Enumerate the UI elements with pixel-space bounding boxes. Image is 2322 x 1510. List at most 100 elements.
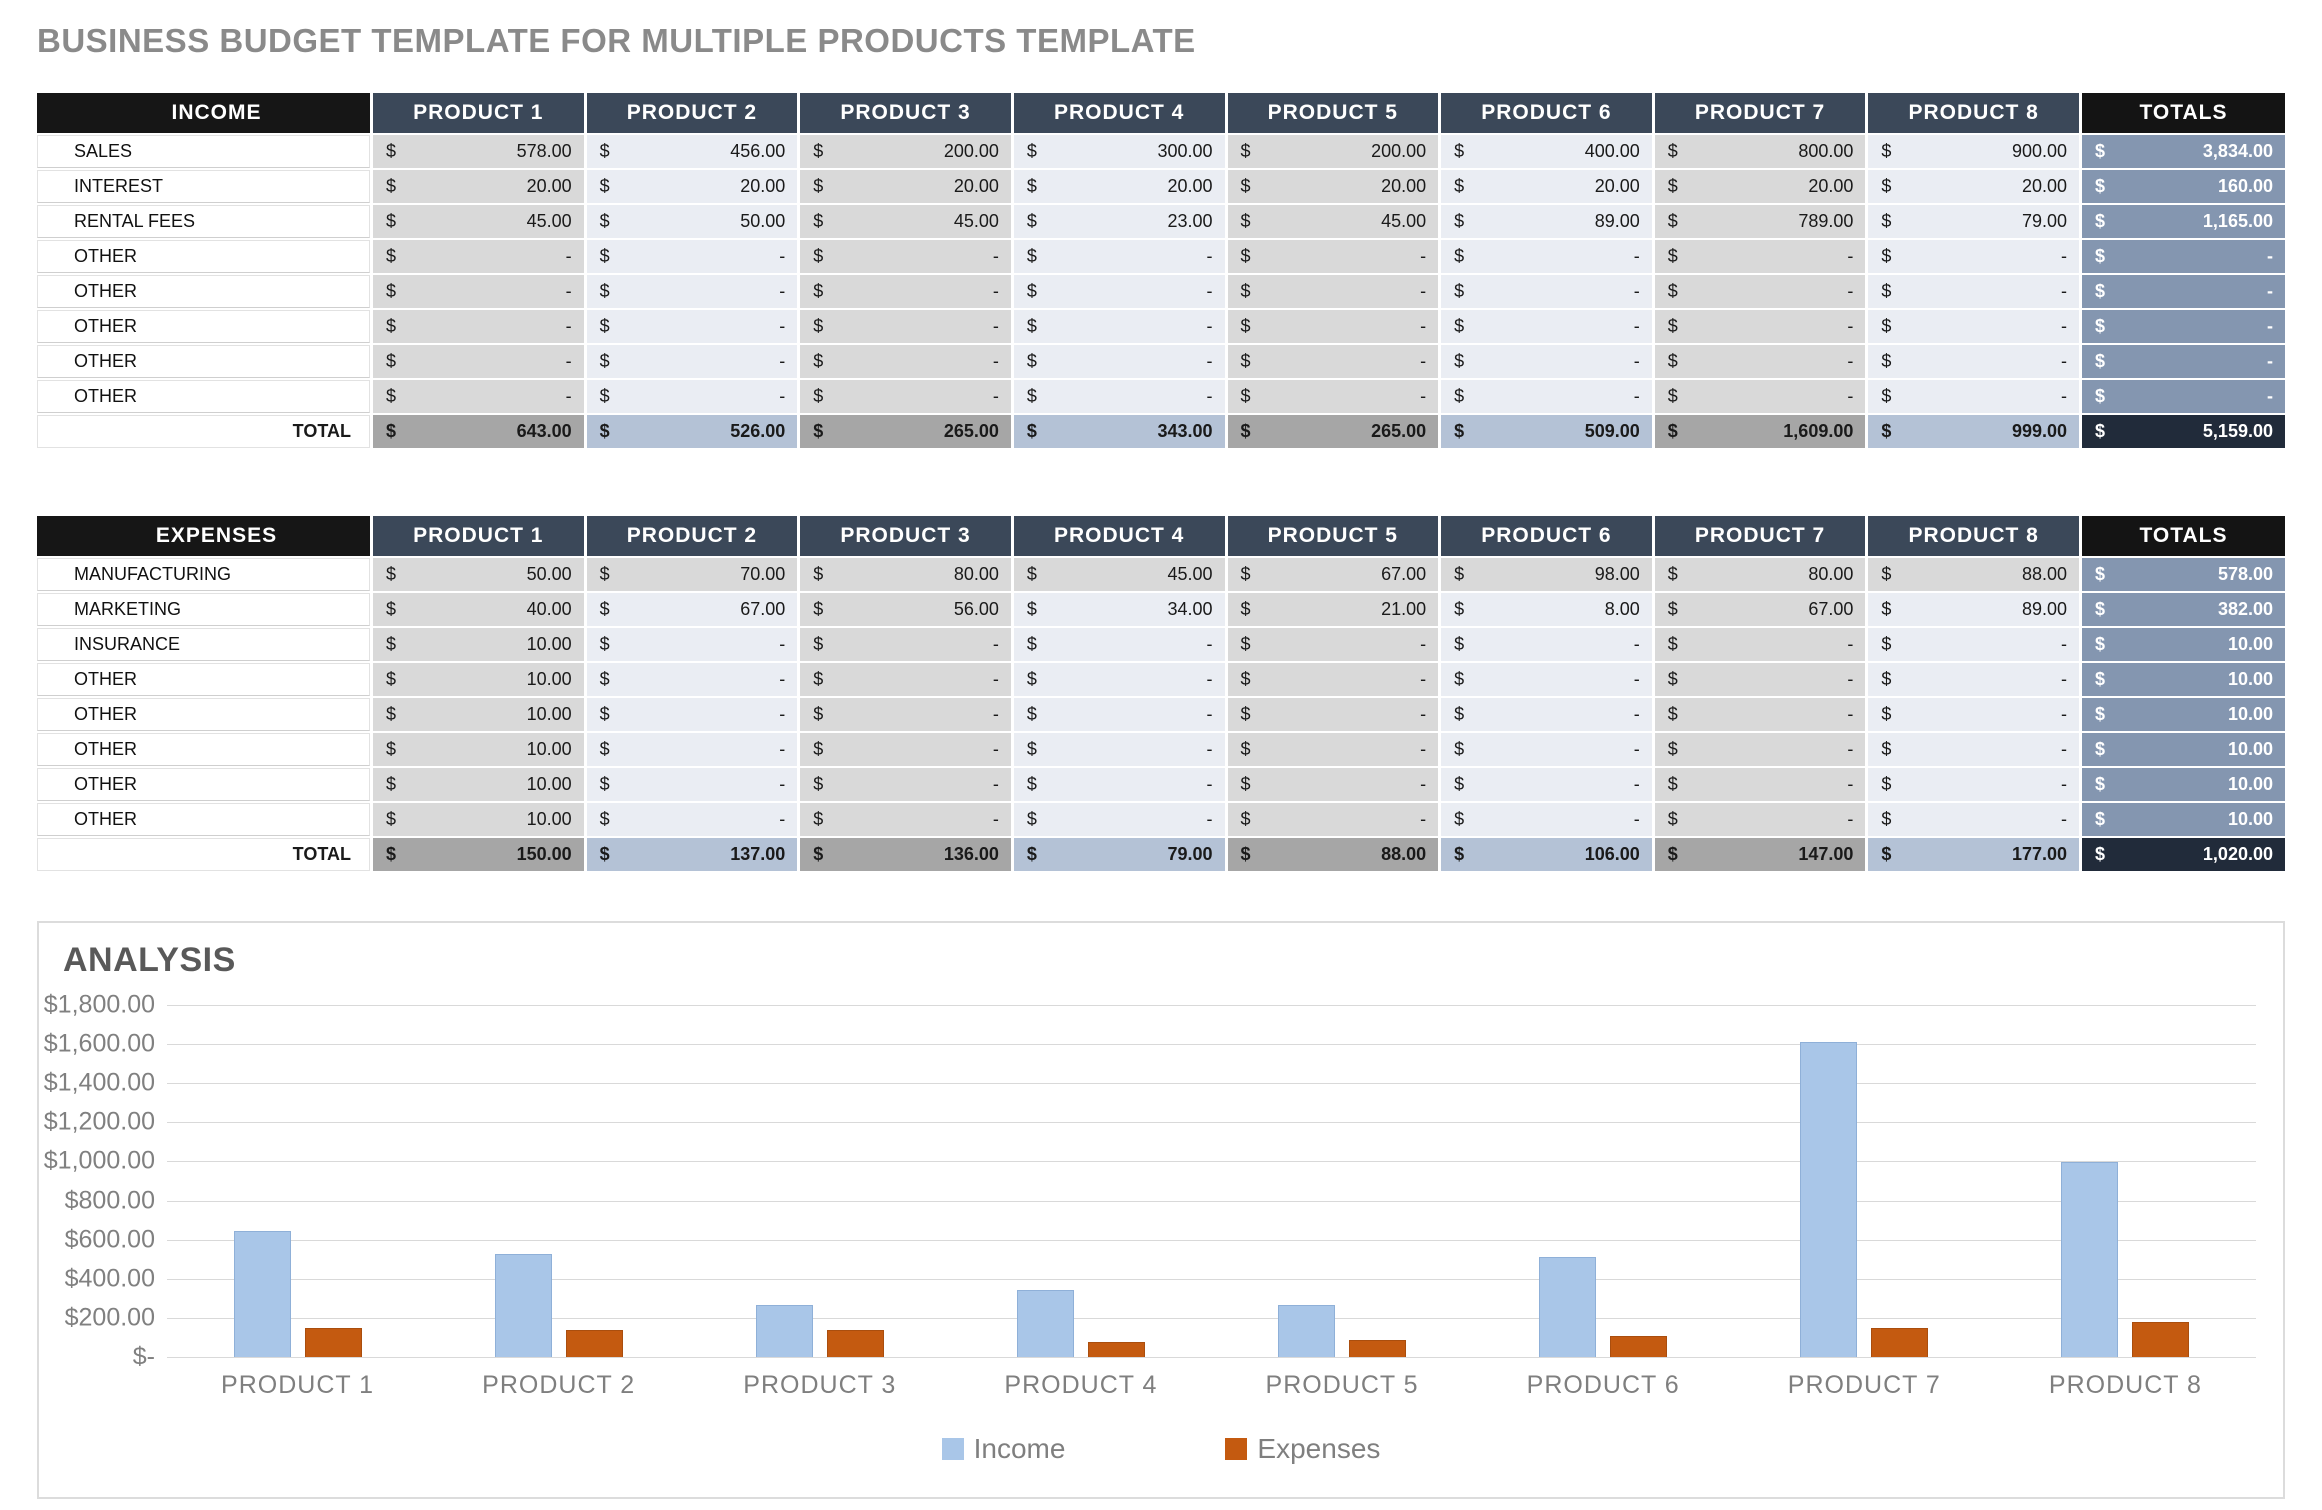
currency-cell[interactable]: $ -: [586, 663, 798, 696]
total-row-cell[interactable]: $106.00: [1441, 838, 1652, 871]
currency-cell[interactable]: $34.00: [1013, 593, 1225, 626]
currency-cell[interactable]: $ -: [800, 380, 1011, 413]
currency-cell[interactable]: $ -: [1441, 275, 1652, 308]
currency-cell[interactable]: $79.00: [1868, 205, 2079, 238]
total-row-label[interactable]: TOTAL: [37, 415, 370, 448]
currency-cell[interactable]: $ -: [800, 733, 1011, 766]
currency-cell[interactable]: $ -: [800, 628, 1011, 661]
currency-cell[interactable]: $50.00: [586, 205, 798, 238]
currency-cell[interactable]: $21.00: [1227, 593, 1439, 626]
currency-cell[interactable]: $89.00: [1441, 205, 1652, 238]
currency-cell[interactable]: $ -: [800, 240, 1011, 273]
currency-cell[interactable]: $10.00: [373, 733, 584, 766]
currency-cell[interactable]: $ -: [1441, 310, 1652, 343]
currency-cell[interactable]: $45.00: [1013, 558, 1225, 591]
currency-cell[interactable]: $ -: [800, 698, 1011, 731]
row-total-cell[interactable]: $1,165.00: [2082, 205, 2285, 238]
currency-cell[interactable]: $ -: [1654, 380, 1866, 413]
currency-cell[interactable]: $10.00: [373, 663, 584, 696]
currency-cell[interactable]: $45.00: [373, 205, 584, 238]
row-label-cell[interactable]: INTEREST: [37, 170, 370, 203]
currency-cell[interactable]: $67.00: [1654, 593, 1866, 626]
currency-cell[interactable]: $40.00: [373, 593, 584, 626]
currency-cell[interactable]: $ -: [1013, 380, 1225, 413]
currency-cell[interactable]: $ -: [1013, 698, 1225, 731]
currency-cell[interactable]: $ -: [1441, 345, 1652, 378]
currency-cell[interactable]: $ -: [586, 310, 798, 343]
currency-cell[interactable]: $ -: [1227, 275, 1439, 308]
currency-cell[interactable]: $ -: [586, 768, 798, 801]
total-row-cell[interactable]: $1,609.00: [1654, 415, 1866, 448]
total-row-label[interactable]: TOTAL: [37, 838, 370, 871]
currency-cell[interactable]: $ -: [1227, 240, 1439, 273]
currency-cell[interactable]: $789.00: [1654, 205, 1866, 238]
total-row-cell[interactable]: $150.00: [373, 838, 584, 871]
currency-cell[interactable]: $ -: [800, 345, 1011, 378]
currency-cell[interactable]: $ -: [1227, 345, 1439, 378]
row-label-cell[interactable]: OTHER: [37, 345, 370, 378]
total-row-cell[interactable]: $265.00: [800, 415, 1011, 448]
currency-cell[interactable]: $20.00: [586, 170, 798, 203]
currency-cell[interactable]: $ -: [1441, 240, 1652, 273]
currency-cell[interactable]: $ -: [373, 240, 584, 273]
total-row-cell[interactable]: $999.00: [1868, 415, 2079, 448]
currency-cell[interactable]: $ -: [1441, 663, 1652, 696]
currency-cell[interactable]: $400.00: [1441, 135, 1652, 168]
currency-cell[interactable]: $900.00: [1868, 135, 2079, 168]
currency-cell[interactable]: $67.00: [586, 593, 798, 626]
currency-cell[interactable]: $23.00: [1013, 205, 1225, 238]
total-row-cell[interactable]: $343.00: [1013, 415, 1225, 448]
currency-cell[interactable]: $56.00: [800, 593, 1011, 626]
currency-cell[interactable]: $ -: [586, 275, 798, 308]
currency-cell[interactable]: $ -: [1013, 803, 1225, 836]
currency-cell[interactable]: $ -: [1654, 345, 1866, 378]
row-total-cell[interactable]: $10.00: [2082, 733, 2285, 766]
currency-cell[interactable]: $ -: [1441, 628, 1652, 661]
row-total-cell[interactable]: $160.00: [2082, 170, 2285, 203]
currency-cell[interactable]: $ -: [1227, 663, 1439, 696]
currency-cell[interactable]: $ -: [1013, 733, 1225, 766]
currency-cell[interactable]: $ -: [1227, 310, 1439, 343]
row-total-cell[interactable]: $10.00: [2082, 768, 2285, 801]
currency-cell[interactable]: $ -: [586, 733, 798, 766]
total-row-cell[interactable]: $79.00: [1013, 838, 1225, 871]
currency-cell[interactable]: $ -: [373, 310, 584, 343]
row-label-cell[interactable]: SALES: [37, 135, 370, 168]
currency-cell[interactable]: $ -: [1868, 240, 2079, 273]
currency-cell[interactable]: $ -: [1013, 310, 1225, 343]
row-total-cell[interactable]: $ -: [2082, 380, 2285, 413]
currency-cell[interactable]: $ -: [1868, 345, 2079, 378]
row-total-cell[interactable]: $ -: [2082, 310, 2285, 343]
currency-cell[interactable]: $ -: [1868, 663, 2079, 696]
currency-cell[interactable]: $ -: [586, 345, 798, 378]
row-total-cell[interactable]: $578.00: [2082, 558, 2285, 591]
grand-total-cell[interactable]: $5,159.00: [2082, 415, 2285, 448]
currency-cell[interactable]: $456.00: [586, 135, 798, 168]
row-label-cell[interactable]: MANUFACTURING: [37, 558, 370, 591]
currency-cell[interactable]: $98.00: [1441, 558, 1652, 591]
row-total-cell[interactable]: $10.00: [2082, 698, 2285, 731]
currency-cell[interactable]: $200.00: [1227, 135, 1439, 168]
currency-cell[interactable]: $ -: [586, 380, 798, 413]
currency-cell[interactable]: $300.00: [1013, 135, 1225, 168]
currency-cell[interactable]: $ -: [1227, 628, 1439, 661]
currency-cell[interactable]: $20.00: [1013, 170, 1225, 203]
currency-cell[interactable]: $ -: [586, 628, 798, 661]
currency-cell[interactable]: $ -: [1654, 240, 1866, 273]
currency-cell[interactable]: $88.00: [1868, 558, 2079, 591]
row-label-cell[interactable]: INSURANCE: [37, 628, 370, 661]
currency-cell[interactable]: $ -: [800, 663, 1011, 696]
currency-cell[interactable]: $ -: [373, 275, 584, 308]
currency-cell[interactable]: $ -: [1013, 768, 1225, 801]
currency-cell[interactable]: $ -: [1441, 768, 1652, 801]
row-label-cell[interactable]: OTHER: [37, 663, 370, 696]
currency-cell[interactable]: $ -: [586, 698, 798, 731]
row-total-cell[interactable]: $382.00: [2082, 593, 2285, 626]
currency-cell[interactable]: $800.00: [1654, 135, 1866, 168]
currency-cell[interactable]: $ -: [1013, 345, 1225, 378]
currency-cell[interactable]: $45.00: [800, 205, 1011, 238]
total-row-cell[interactable]: $137.00: [586, 838, 798, 871]
row-total-cell[interactable]: $ -: [2082, 275, 2285, 308]
currency-cell[interactable]: $ -: [373, 345, 584, 378]
currency-cell[interactable]: $ -: [373, 380, 584, 413]
